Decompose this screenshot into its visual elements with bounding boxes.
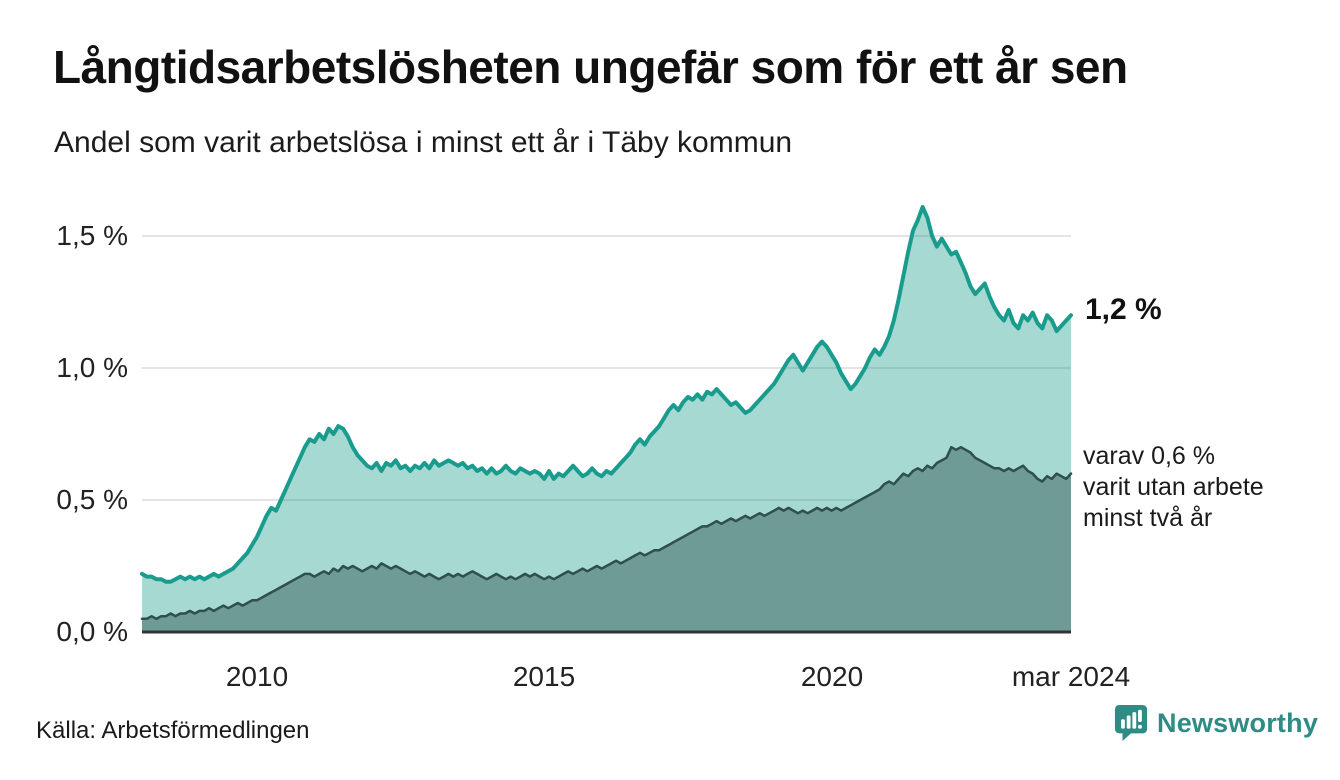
y-tick-label: 1,0 % <box>56 352 128 383</box>
secondary-series-annotation: varav 0,6 % varit utan arbete minst två … <box>1083 441 1264 534</box>
annotation-line: minst två år <box>1083 504 1213 532</box>
newsworthy-logo: Newsworthy <box>1114 704 1318 742</box>
series-end-value-label: 1,2 % <box>1085 293 1162 326</box>
y-axis: 0,0 % 0,5 % 1,0 % 1,5 % <box>0 0 128 700</box>
y-tick-label: 0,5 % <box>56 484 128 515</box>
minst-tva-ar-line <box>140 445 1073 621</box>
x-tick-label: 2020 <box>800 661 864 692</box>
y-tick-label: 0,0 % <box>56 616 128 647</box>
x-axis: 2010 2015 2020 mar 2024 <box>0 661 1340 701</box>
annotation-line: varit utan arbete <box>1083 473 1264 501</box>
x-tick-label: 2010 <box>225 661 289 692</box>
x-tick-label: 2015 <box>512 661 576 692</box>
x-tick-label: mar 2024 <box>1011 661 1131 692</box>
page-title: Långtidsarbetslösheten ungefär som för e… <box>53 41 1128 93</box>
minst-ett-ar-line <box>140 205 1073 584</box>
newsworthy-wordmark: Newsworthy <box>1157 707 1319 738</box>
source-note: Källa: Arbetsförmedlingen <box>36 717 310 744</box>
annotation-line: varav 0,6 % <box>1083 442 1216 470</box>
y-tick-label: 1,5 % <box>56 220 128 251</box>
newsworthy-speech-bubble-chart-icon <box>1114 705 1148 741</box>
minst-tva-ar-area <box>142 447 1071 632</box>
page-subtitle: Andel som varit arbetslösa i minst ett å… <box>54 126 793 159</box>
